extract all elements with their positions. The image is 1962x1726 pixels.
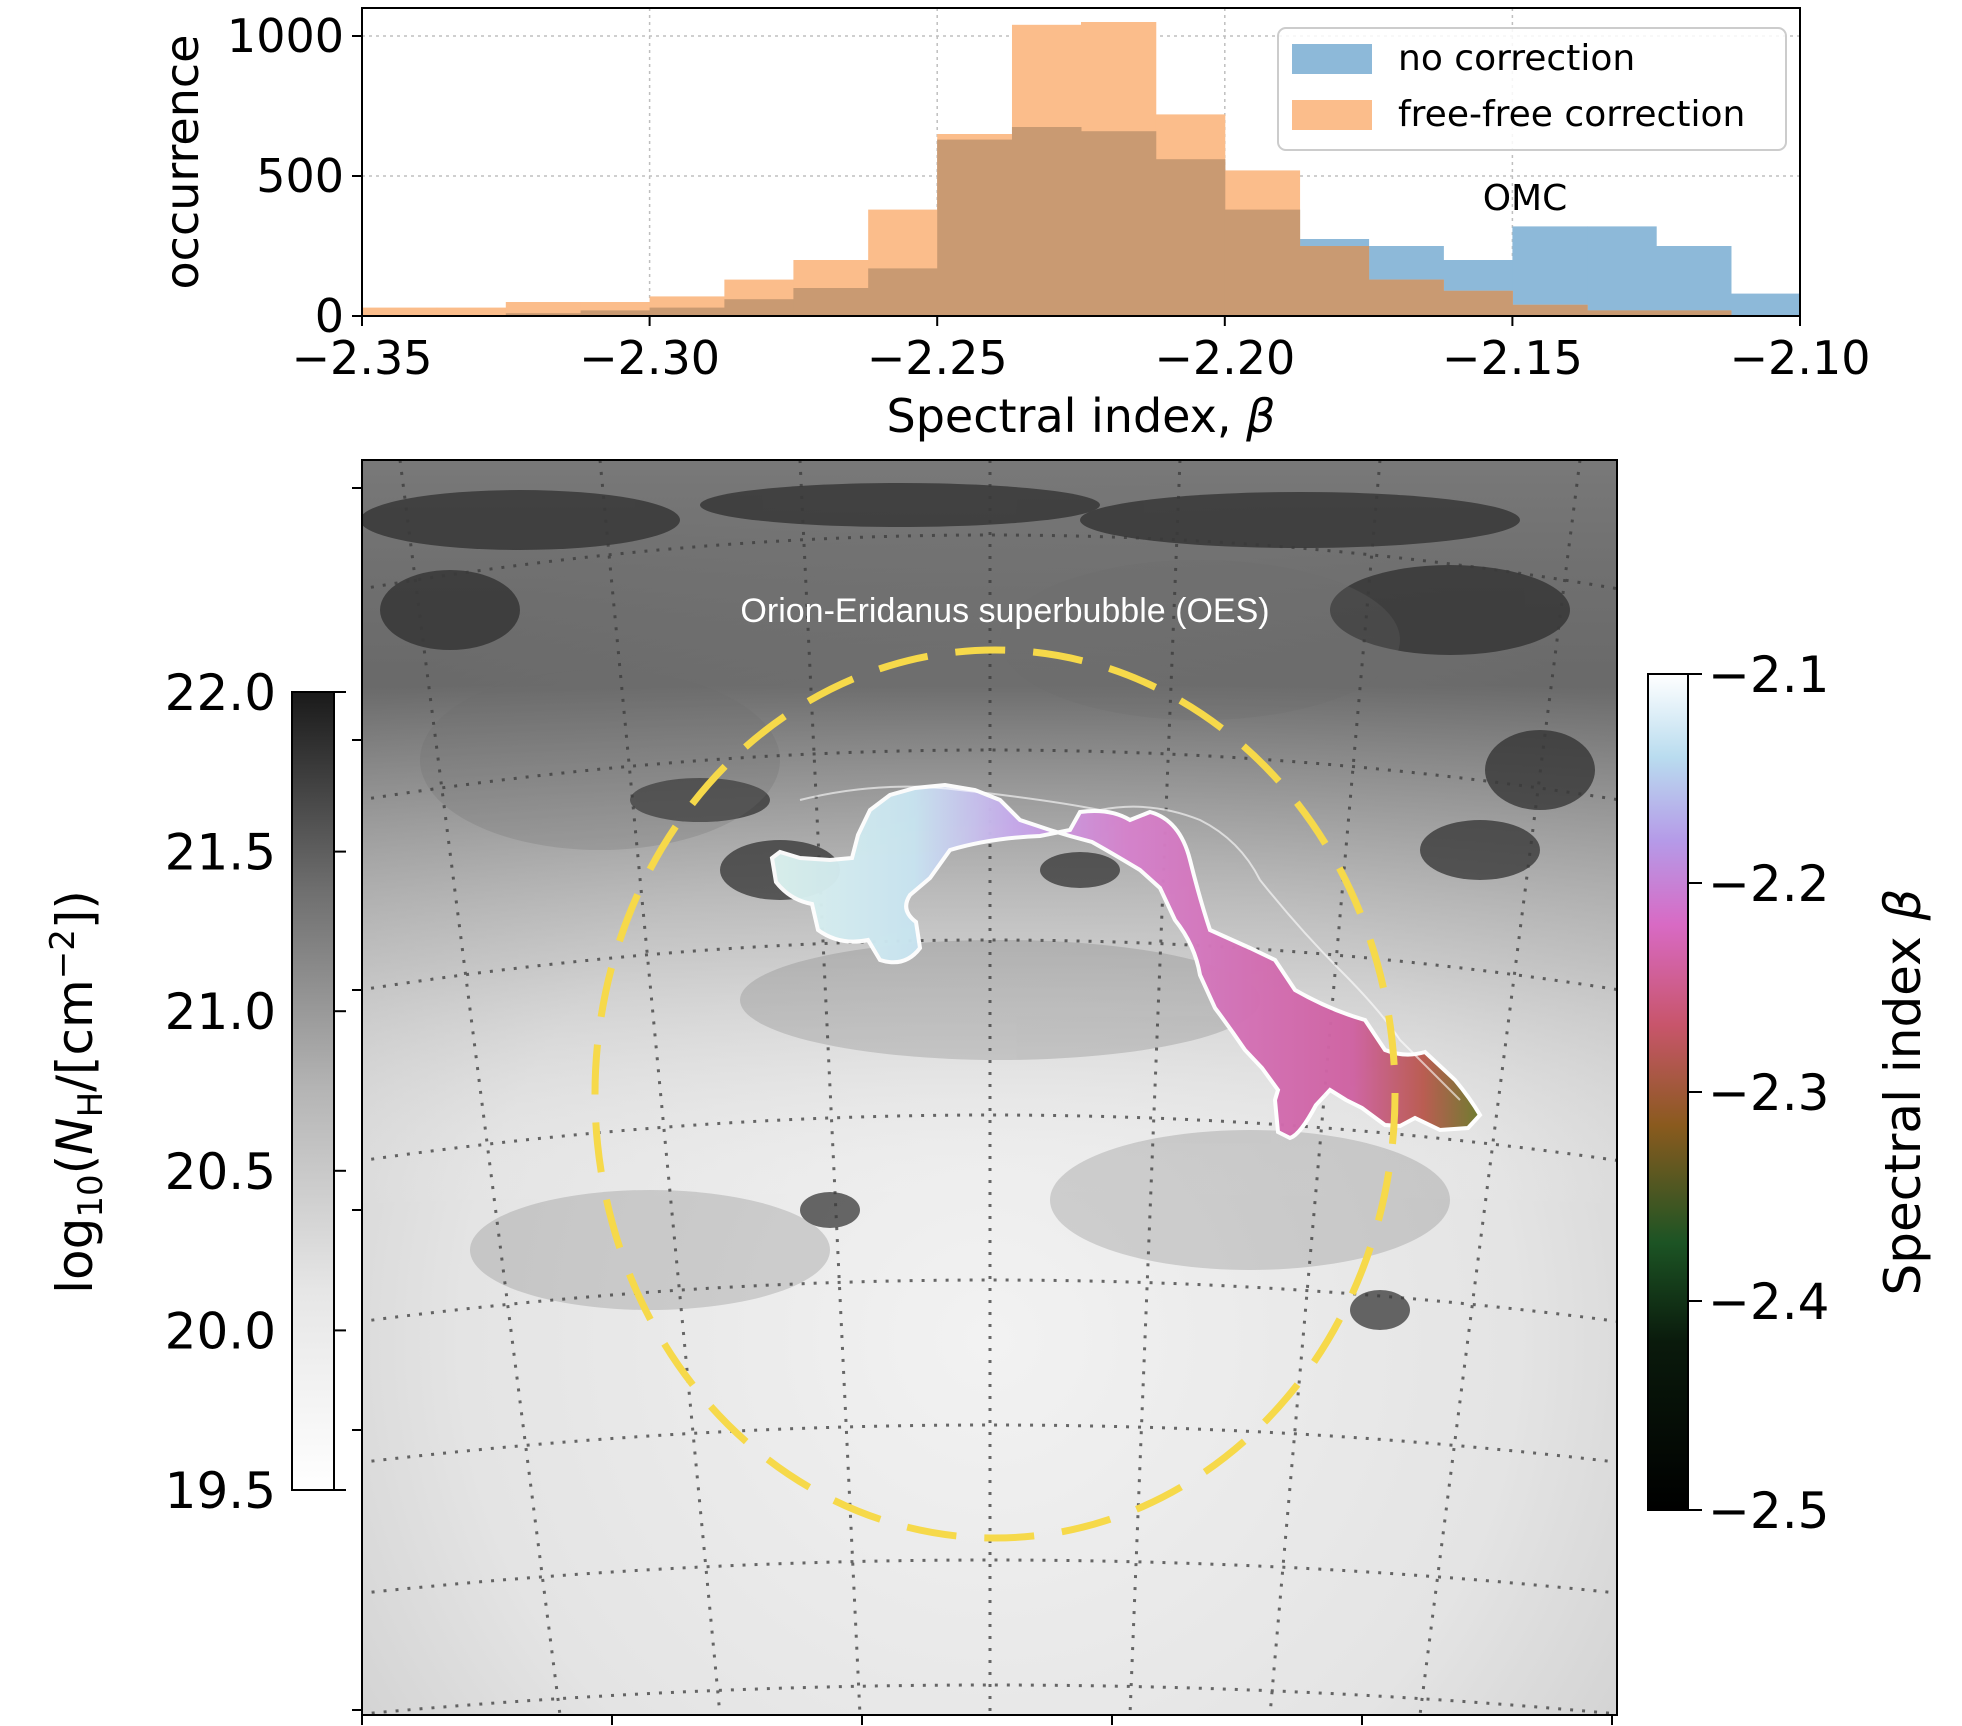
bar-no-correction-18 [1656,246,1732,316]
spectral-index-region [769,782,1483,1141]
map-panel: Orion-Eridanus superbubble (OES) [352,459,1618,1725]
oes-label: Orion-Eridanus superbubble (OES) [740,592,1269,630]
bar-free-free-2 [505,302,582,316]
y-tick-label-0: 0 [315,289,344,343]
histogram-x-ticks: −2.35 −2.30 −2.25 −2.20 −2.15 −2.10 [292,316,1871,385]
spectral-index-colorbar-fill [1647,673,1689,1511]
y-tick-label-2: 1000 [227,9,344,63]
x-tick-label-4: −2.15 [1442,331,1583,385]
legend-label-free-free: free-free correction [1398,94,1745,135]
x-tick-label-2: −2.25 [867,331,1008,385]
cb-left-tick-label-5: 19.5 [165,1462,276,1520]
column-density-colorbar-fill [291,691,335,1491]
bar-free-free-0 [362,307,438,316]
histogram-y-ticks: 0 500 1000 [227,9,362,343]
legend-swatch-no-correction [1292,44,1372,74]
bar-overlap-8 [937,139,1013,316]
bar-no-correction-19 [1730,293,1800,316]
bar-overlap-10 [1081,131,1157,316]
cb-left-tick-label-3: 20.5 [165,1143,276,1201]
legend-swatch-free-free [1292,100,1372,130]
cb-right-tick-label-3: −2.4 [1708,1273,1829,1331]
spectral-index-colorbar-ticks: −2.1 −2.2 −2.3 −2.4 −2.5 [1688,646,1829,1540]
bar-overlap-2 [505,313,582,316]
dust-filaments [362,483,1595,1330]
omc-annotation: OMC [1483,178,1568,219]
bar-overlap-9 [1011,127,1082,316]
histogram-y-axis-label: occurrence [155,35,209,290]
legend-label-no-correction: no correction [1398,38,1635,79]
cb-right-tick-label-0: −2.1 [1708,646,1829,704]
bar-overlap-3 [580,310,651,316]
bar-overlap-4 [649,307,725,316]
cb-left-tick-label-1: 21.5 [165,824,276,882]
bar-overlap-13 [1299,246,1370,316]
bar-overlap-16 [1512,304,1588,316]
bar-overlap-14 [1368,279,1444,316]
histogram-panel: −2.35 −2.30 −2.25 −2.20 −2.15 −2.10 05001000 … [155,7,1871,443]
x-tick-label-1: −2.30 [579,331,720,385]
histogram-legend: no correction free-free correction [1277,27,1787,151]
legend-frame [1277,27,1787,151]
column-density-colorbar-label: log10(NH/[cm−2]) [43,890,111,1294]
bar-overlap-18 [1656,310,1732,316]
dust-haze [420,560,1450,1310]
bar-overlap-7 [868,268,938,316]
cb-left-tick-label-0: 22.0 [165,664,276,722]
bar-overlap-6 [793,288,869,316]
map-bottom-ticks [361,1715,1613,1725]
cb-right-tick-label-1: −2.2 [1708,855,1829,913]
x-tick-label-0: −2.35 [292,331,433,385]
bar-overlap-5 [724,299,794,316]
column-density-colorbar-ticks: 22.0 21.5 21.0 20.5 20.0 19.5 [165,664,346,1520]
bar-free-free-1 [436,307,507,316]
map-left-ticks [352,487,362,1711]
spectral-index-colorbar-label: Spectral index β [1874,889,1932,1296]
histogram-x-axis-label: Spectral index, β [887,389,1276,443]
cb-right-tick-label-2: −2.3 [1708,1064,1829,1122]
cb-left-tick-label-4: 20.0 [165,1302,276,1360]
cb-left-tick-label-2: 21.0 [165,983,276,1041]
y-tick-label-1: 500 [256,149,344,203]
bar-overlap-12 [1224,209,1301,316]
bar-overlap-15 [1443,290,1513,316]
superbubble-outline [591,646,1399,1542]
column-density-colorbar: 22.0 21.5 21.0 20.5 20.0 19.5 log10(NH/[cm−2]… [43,664,346,1520]
bar-overlap-17 [1587,310,1657,316]
x-tick-label-5: −2.10 [1730,331,1871,385]
spectral-index-colorbar: −2.1 −2.2 −2.3 −2.4 −2.5 Spectral index β [1647,646,1932,1540]
map-frame [361,459,1618,1716]
bar-no-correction-16 [1512,226,1588,316]
overlap-bars [505,127,1732,316]
bar-overlap-11 [1155,159,1226,316]
bar-no-correction-17 [1587,226,1657,316]
histogram-frame [361,7,1801,317]
cb-right-tick-label-4: −2.5 [1708,1482,1829,1540]
x-tick-label-3: −2.20 [1154,331,1295,385]
